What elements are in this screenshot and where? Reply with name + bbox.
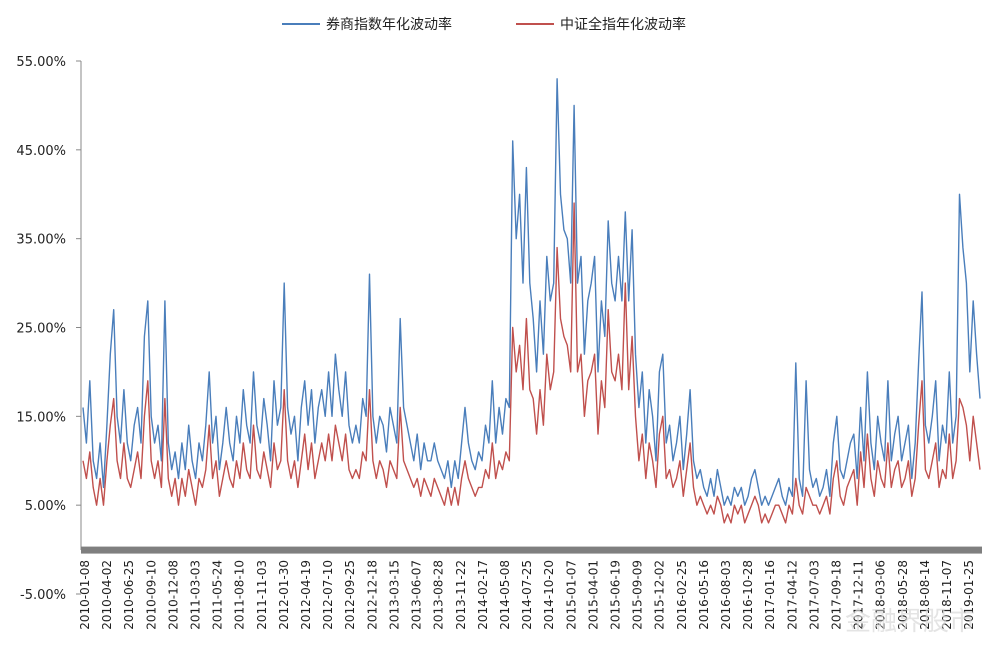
x-tick-label: 2011-11-03 [255, 560, 269, 630]
x-tick-label: 2018-03-06 [874, 560, 888, 630]
x-tick-label: 2015-01-07 [564, 560, 578, 630]
x-tick-label: 2010-06-25 [122, 560, 136, 630]
x-tick-label: 2011-05-24 [211, 560, 225, 630]
y-axis: -5.00% 5.00% 15.00% 25.00% 35.00% 45.00% 55.00… [16, 55, 982, 603]
watermark-layer: 金融界股市 [845, 607, 975, 637]
x-tick-label: 2016-10-28 [741, 560, 755, 630]
x-tick-label: 2016-08-03 [719, 560, 733, 630]
zero-baseline [81, 546, 982, 554]
x-tick-label: 2010-12-08 [166, 560, 180, 630]
x-tick-label: 2010-09-10 [144, 560, 158, 630]
x-tick-label: 2011-03-03 [189, 560, 203, 630]
x-tick-label: 2014-02-17 [476, 560, 490, 630]
x-axis: 2010-01-08 2010-04-02 2010-06-25 2010-09-10… [78, 560, 976, 630]
y-tick-label: 45.00% [16, 144, 66, 159]
x-tick-label: 2018-08-14 [918, 560, 932, 630]
x-tick-label: 2013-03-15 [387, 560, 401, 630]
x-tick-label: 2012-04-19 [299, 560, 313, 630]
x-tick-label: 2015-06-19 [608, 560, 622, 630]
x-tick-label: 2013-08-28 [432, 560, 446, 630]
y-tick-label: 25.00% [16, 322, 66, 337]
x-tick-label: 2017-04-12 [785, 560, 799, 630]
x-tick-label: 2011-08-10 [233, 560, 247, 630]
x-tick-label: 2017-01-16 [763, 560, 777, 630]
y-tick-label: 15.00% [16, 410, 66, 425]
legend: 券商指数年化波动率 中证全指年化波动率 [282, 16, 686, 33]
y-tick-label: 5.00% [25, 499, 66, 514]
x-tick-label: 2019-01-25 [962, 560, 976, 630]
x-tick-label: 2015-04-01 [586, 560, 600, 630]
x-tick-label: 2012-01-30 [277, 560, 291, 630]
y-tick-label: -5.00% [20, 588, 66, 603]
x-tick-label: 2017-07-03 [807, 560, 821, 630]
legend-label-2: 中证全指年化波动率 [560, 16, 686, 33]
x-tick-label: 2010-01-08 [78, 560, 92, 630]
x-tick-label: 2013-06-07 [410, 560, 424, 630]
x-tick-label: 2014-10-20 [542, 560, 556, 630]
x-tick-label: 2012-09-25 [343, 560, 357, 630]
x-tick-label: 2014-07-25 [520, 560, 534, 630]
x-tick-label: 2017-12-11 [852, 560, 866, 630]
x-tick-label: 2015-09-09 [631, 560, 645, 630]
y-tick-label: 35.00% [16, 233, 66, 248]
x-tick-label: 2015-12-02 [653, 560, 667, 630]
plot-area [82, 78, 981, 524]
x-tick-label: 2012-12-18 [365, 560, 379, 630]
series-line-1 [82, 78, 981, 506]
x-tick-label: 2016-05-16 [697, 560, 711, 630]
x-tick-label: 2010-04-02 [100, 560, 114, 630]
x-tick-label: 2013-11-22 [454, 560, 468, 630]
x-tick-label: 2018-05-28 [896, 560, 910, 630]
x-tick-label: 2014-05-08 [498, 560, 512, 630]
x-tick-label: 2016-02-25 [675, 560, 689, 630]
x-tick-label: 2018-11-07 [940, 560, 954, 630]
series-line-2 [82, 202, 981, 524]
y-tick-label: 55.00% [16, 55, 66, 70]
x-tick-label: 2012-07-10 [321, 560, 335, 630]
x-tick-label: 2017-09-18 [830, 560, 844, 630]
legend-label-1: 券商指数年化波动率 [326, 16, 452, 33]
watermark-text: 金融界股市 [845, 607, 975, 637]
